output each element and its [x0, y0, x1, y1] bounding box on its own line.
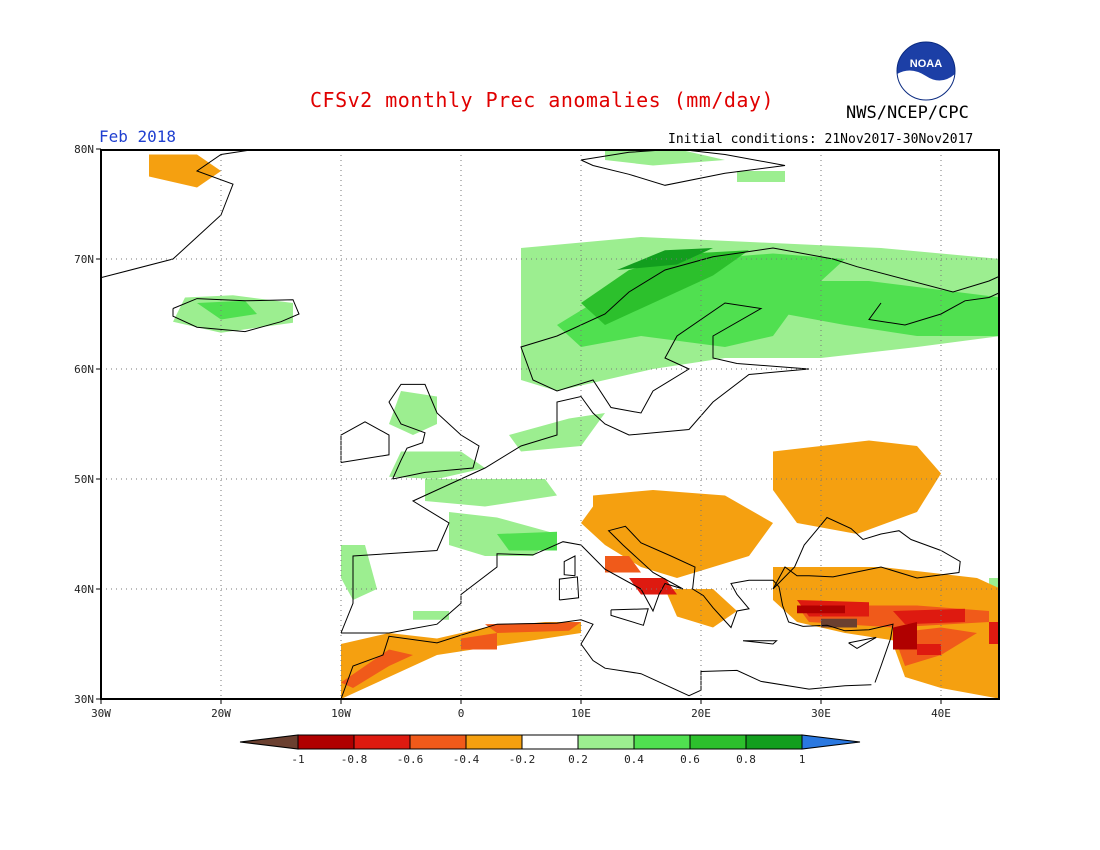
lon-tick-label: 10E	[571, 707, 591, 720]
colorbar-tick-label: 0.8	[736, 753, 756, 766]
colorbar: -1 -0.8 -0.6 -0.4 -0.2 0.2 0.4 0.6 0.8 1	[239, 734, 861, 766]
map-frame	[100, 149, 1000, 700]
colorbar-box	[577, 734, 635, 750]
coastline	[848, 636, 877, 649]
colorbar-box	[521, 734, 579, 750]
lon-tick-label: 0	[458, 707, 465, 720]
anomaly-region	[617, 248, 713, 270]
anomaly-region	[341, 545, 377, 600]
coastline	[558, 576, 580, 601]
lon-tick-label: 10W	[331, 707, 351, 720]
lat-tick-label: 70N	[74, 253, 94, 266]
chart-title: CFSv2 monthly Prec anomalies (mm/day)	[310, 88, 775, 112]
colorbar-box	[409, 734, 467, 750]
colorbar-tick-label: -0.8	[341, 753, 368, 766]
latitude-axis: 80N 70N 60N 50N 40N 30N	[74, 143, 101, 706]
colorbar-tick-label: 0.4	[624, 753, 644, 766]
colorbar-tick-label: -0.2	[509, 753, 536, 766]
coastline	[563, 555, 576, 577]
anomaly-region	[989, 622, 999, 644]
anomaly-region	[413, 611, 449, 620]
anomaly-region	[773, 281, 999, 336]
anomaly-region	[821, 618, 857, 628]
coastline	[388, 383, 480, 480]
anomaly-region	[737, 171, 785, 182]
anomaly-region	[917, 644, 941, 655]
anomaly-region	[197, 300, 257, 320]
anomaly-region	[893, 622, 917, 650]
colorbar-min-arrow	[239, 734, 299, 750]
anomaly-region	[461, 633, 497, 650]
anomaly-region	[425, 479, 557, 507]
lat-tick-label: 60N	[74, 363, 94, 376]
lat-tick-label: 40N	[74, 583, 94, 596]
anomaly-region	[605, 556, 641, 573]
coastline	[610, 608, 649, 626]
forecast-month: Feb 2018	[99, 127, 177, 146]
colorbar-box	[353, 734, 411, 750]
colorbar-tick-label: 0.2	[568, 753, 588, 766]
lon-tick-label: 20E	[691, 707, 711, 720]
anomaly-region	[341, 649, 413, 688]
anomaly-region	[893, 608, 965, 625]
noaa-logo-text: NOAA	[910, 58, 942, 70]
anomaly-region	[389, 451, 485, 479]
colorbar-box	[465, 734, 523, 750]
colorbar-box	[689, 734, 747, 750]
colorbar-box	[745, 734, 803, 750]
lon-tick-label: 30E	[811, 707, 831, 720]
lon-tick-label: 20W	[211, 707, 231, 720]
anomaly-region	[773, 440, 941, 534]
anomaly-field	[149, 150, 999, 699]
coastline	[340, 619, 872, 699]
anomaly-region	[149, 154, 221, 188]
lon-tick-label: 30W	[91, 707, 111, 720]
coastlines	[101, 150, 999, 699]
noaa-logo: NOAA	[895, 40, 957, 106]
anomaly-region	[497, 531, 557, 551]
agency-label: NWS/NCEP/CPC	[846, 103, 969, 123]
colorbar-tick-label: -1	[291, 753, 304, 766]
anomaly-region	[665, 589, 737, 628]
coastline	[101, 150, 254, 279]
colorbar-box	[633, 734, 691, 750]
anomaly-region	[605, 150, 725, 166]
coastline	[340, 421, 390, 463]
colorbar-max-arrow	[801, 734, 861, 750]
coastline	[172, 298, 300, 333]
colorbar-tick-label: -0.6	[397, 753, 424, 766]
initial-conditions-label: Initial conditions: 21Nov2017-30Nov2017	[668, 132, 974, 147]
colorbar-box	[297, 734, 355, 750]
anomaly-region	[341, 622, 581, 699]
lat-tick-label: 50N	[74, 473, 94, 486]
lon-tick-label: 40E	[931, 707, 951, 720]
coastline	[742, 640, 778, 645]
colorbar-tick-label: 0.6	[680, 753, 700, 766]
anomaly-region	[629, 578, 677, 595]
longitude-axis: 30W 20W 10W 0 10E 20E 30E 40E	[91, 699, 951, 720]
colorbar-tick-label: -0.4	[453, 753, 480, 766]
anomaly-region	[581, 250, 749, 325]
colorbar-tick-label: 1	[799, 753, 806, 766]
anomaly-region	[797, 605, 845, 614]
coastline	[340, 247, 999, 634]
lat-tick-label: 30N	[74, 693, 94, 706]
lat-tick-label: 80N	[74, 143, 94, 156]
coastline	[868, 292, 999, 326]
coastline	[772, 516, 961, 590]
coastline	[341, 525, 894, 683]
anomaly-region	[485, 622, 581, 633]
